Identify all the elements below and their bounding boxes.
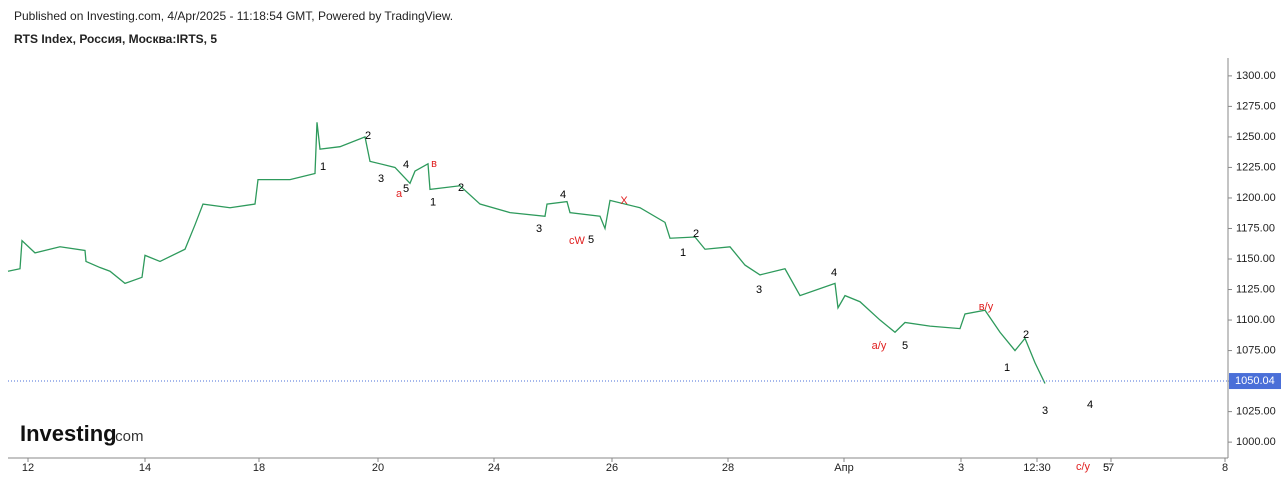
y-tick-label: 1000.00 [1236,436,1276,448]
y-tick-label: 1250.00 [1236,131,1276,143]
wave-label: 4 [403,159,409,171]
wave-label: 4 [560,189,566,201]
wave-label: c/y [1076,461,1091,473]
y-tick-label: 1275.00 [1236,100,1276,112]
x-tick-label: 18 [253,462,265,474]
wave-label: в/у [979,301,994,313]
x-tick-label: 24 [488,462,500,474]
x-tick-label: 3 [958,462,964,474]
x-tick-label: 12:30 [1023,462,1051,474]
last-price-box [1229,373,1281,390]
wave-label: 1 [430,197,436,209]
wave-label: 2 [693,228,699,240]
wave-label: 1 [320,161,326,173]
x-tick-label: 14 [139,462,151,474]
logo-suffix: .com [111,428,144,445]
wave-label: 1 [1004,362,1010,374]
wave-label: 2 [458,182,464,194]
wave-label: 3 [756,284,762,296]
x-tick-label: 26 [606,462,618,474]
x-tick-label: 28 [722,462,734,474]
y-tick-label: 1025.00 [1236,406,1276,418]
wave-label: 5 [902,340,908,352]
y-tick-label: 1200.00 [1236,192,1276,204]
wave-label: a/y [872,340,887,352]
y-tick-label: 1300.00 [1236,70,1276,82]
logo: Investing [20,421,117,446]
x-tick-label: 20 [372,462,384,474]
wave-label: а [396,188,403,200]
symbol-title: RTS Index, Россия, Москва:IRTS, 5 [14,32,217,46]
wave-label: 2 [1023,329,1029,341]
wave-label: 5 [403,183,409,195]
wave-label: 5 [588,234,594,246]
wave-label: 4 [831,267,837,279]
wave-label: 3 [536,223,542,235]
wave-label: 2 [365,130,371,142]
x-tick-label: 12 [22,462,34,474]
y-tick-label: 1150.00 [1236,253,1275,265]
y-tick-label: 1125.00 [1236,283,1275,295]
y-tick-label: 1075.00 [1236,344,1276,356]
wave-label: в [431,158,437,170]
wave-label: 3 [378,173,384,185]
x-tick-label: Апр [834,462,853,474]
wave-label: 5 [1103,462,1109,474]
wave-label: cW [569,235,586,247]
x-tick-label: 8 [1222,462,1228,474]
wave-label: 4 [1087,399,1093,411]
wave-label: 1 [680,247,686,259]
y-tick-label: 1225.00 [1236,161,1276,173]
price-line [7,122,1046,384]
published-note: Published on Investing.com, 4/Apr/2025 -… [14,9,453,23]
wave-label: 3 [1042,405,1048,417]
wave-label: X [620,195,628,207]
x-tick-label: 7 [1108,462,1114,474]
last-price-label: 1050.04 [1235,375,1275,387]
y-tick-label: 1175.00 [1236,222,1275,234]
y-tick-label: 1100.00 [1236,314,1275,326]
